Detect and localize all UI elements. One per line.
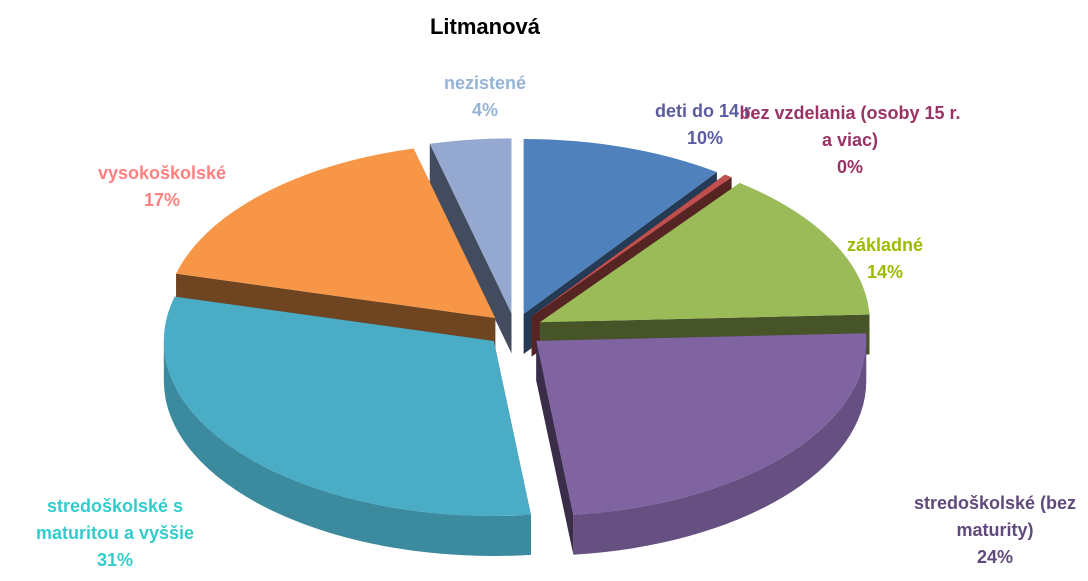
slice-label: stredoškolské s maturitou a vyššie (35, 496, 195, 543)
slice (429, 138, 512, 314)
slice-side (536, 340, 574, 555)
slice (539, 182, 870, 323)
slice-label: bez vzdelania (osoby 15 r. a viac) (739, 103, 961, 150)
value-label: 24% (976, 547, 1014, 567)
slice-side (429, 143, 512, 354)
slice (536, 333, 867, 515)
slice-label: vysokoškolské (97, 163, 227, 183)
value-label: 17% (143, 190, 181, 210)
chart-title: Litmanová (429, 14, 541, 39)
value-label: 0% (836, 157, 863, 177)
slice-label: základné (846, 235, 924, 255)
slice-wall (163, 340, 531, 556)
slice-label: stredoškolské (bez maturity) (913, 493, 1077, 540)
value-label: 4% (471, 100, 498, 120)
slice (523, 139, 717, 315)
value-label: 10% (686, 128, 724, 148)
value-label: 14% (866, 262, 904, 282)
slice (163, 296, 531, 516)
slice (176, 148, 496, 319)
slice-label: nezistené (443, 73, 527, 93)
slice-wall (573, 340, 867, 555)
slice (531, 174, 732, 317)
slice-label: deti do 14 r. (654, 101, 756, 121)
value-label: 31% (96, 550, 134, 570)
